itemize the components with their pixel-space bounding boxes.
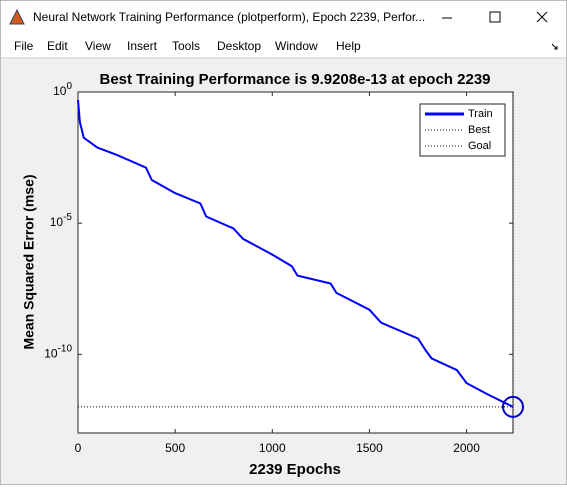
menu-item[interactable]: Help (336, 39, 361, 53)
toolbar-toggle[interactable] (551, 43, 558, 50)
menu: File Edit View Insert Tools Desktop Window Help (14, 39, 361, 53)
app-icon (9, 8, 25, 25)
x-tick-label: 1500 (356, 441, 383, 455)
menu-item[interactable]: File (14, 39, 34, 53)
title-bar (1, 1, 566, 34)
legend-label: Goal (468, 140, 491, 152)
x-tick-label: 0 (75, 441, 82, 455)
window-title: Neural Network Training Performance (plo… (33, 10, 425, 24)
menu-item[interactable]: Window (275, 39, 318, 53)
train-line (77, 99, 514, 408)
legend-label: Best (468, 124, 490, 136)
close-button[interactable] (536, 11, 548, 23)
menu-item[interactable]: View (85, 39, 111, 53)
y-tick-label: 10-10 (44, 343, 72, 361)
y-tick-label: 100 (53, 81, 72, 99)
x-tick-label: 1000 (259, 441, 286, 455)
x-axis-label: 2239 Epochs (249, 461, 341, 478)
menu-item[interactable]: Desktop (217, 39, 261, 53)
best-marker (502, 395, 524, 418)
legend-label: Train (468, 108, 493, 120)
x-tick-label: 500 (165, 441, 185, 455)
x-tick-label: 2000 (453, 441, 480, 455)
plot: 0 500 1000 1500 2000 100 10-5 10-10 Train Best Goa… (44, 81, 524, 455)
y-axis-label: Mean Squared Error (mse) (21, 174, 37, 349)
chart-title: Best Training Performance is 9.9208e-13 … (99, 71, 490, 88)
menu-item[interactable]: Edit (47, 39, 68, 53)
menu-item[interactable]: Insert (127, 39, 158, 53)
menu-item[interactable]: Tools (172, 39, 200, 53)
y-tick-label: 10-5 (50, 212, 73, 230)
menu-bar (1, 34, 566, 58)
maximize-button[interactable] (489, 11, 501, 23)
